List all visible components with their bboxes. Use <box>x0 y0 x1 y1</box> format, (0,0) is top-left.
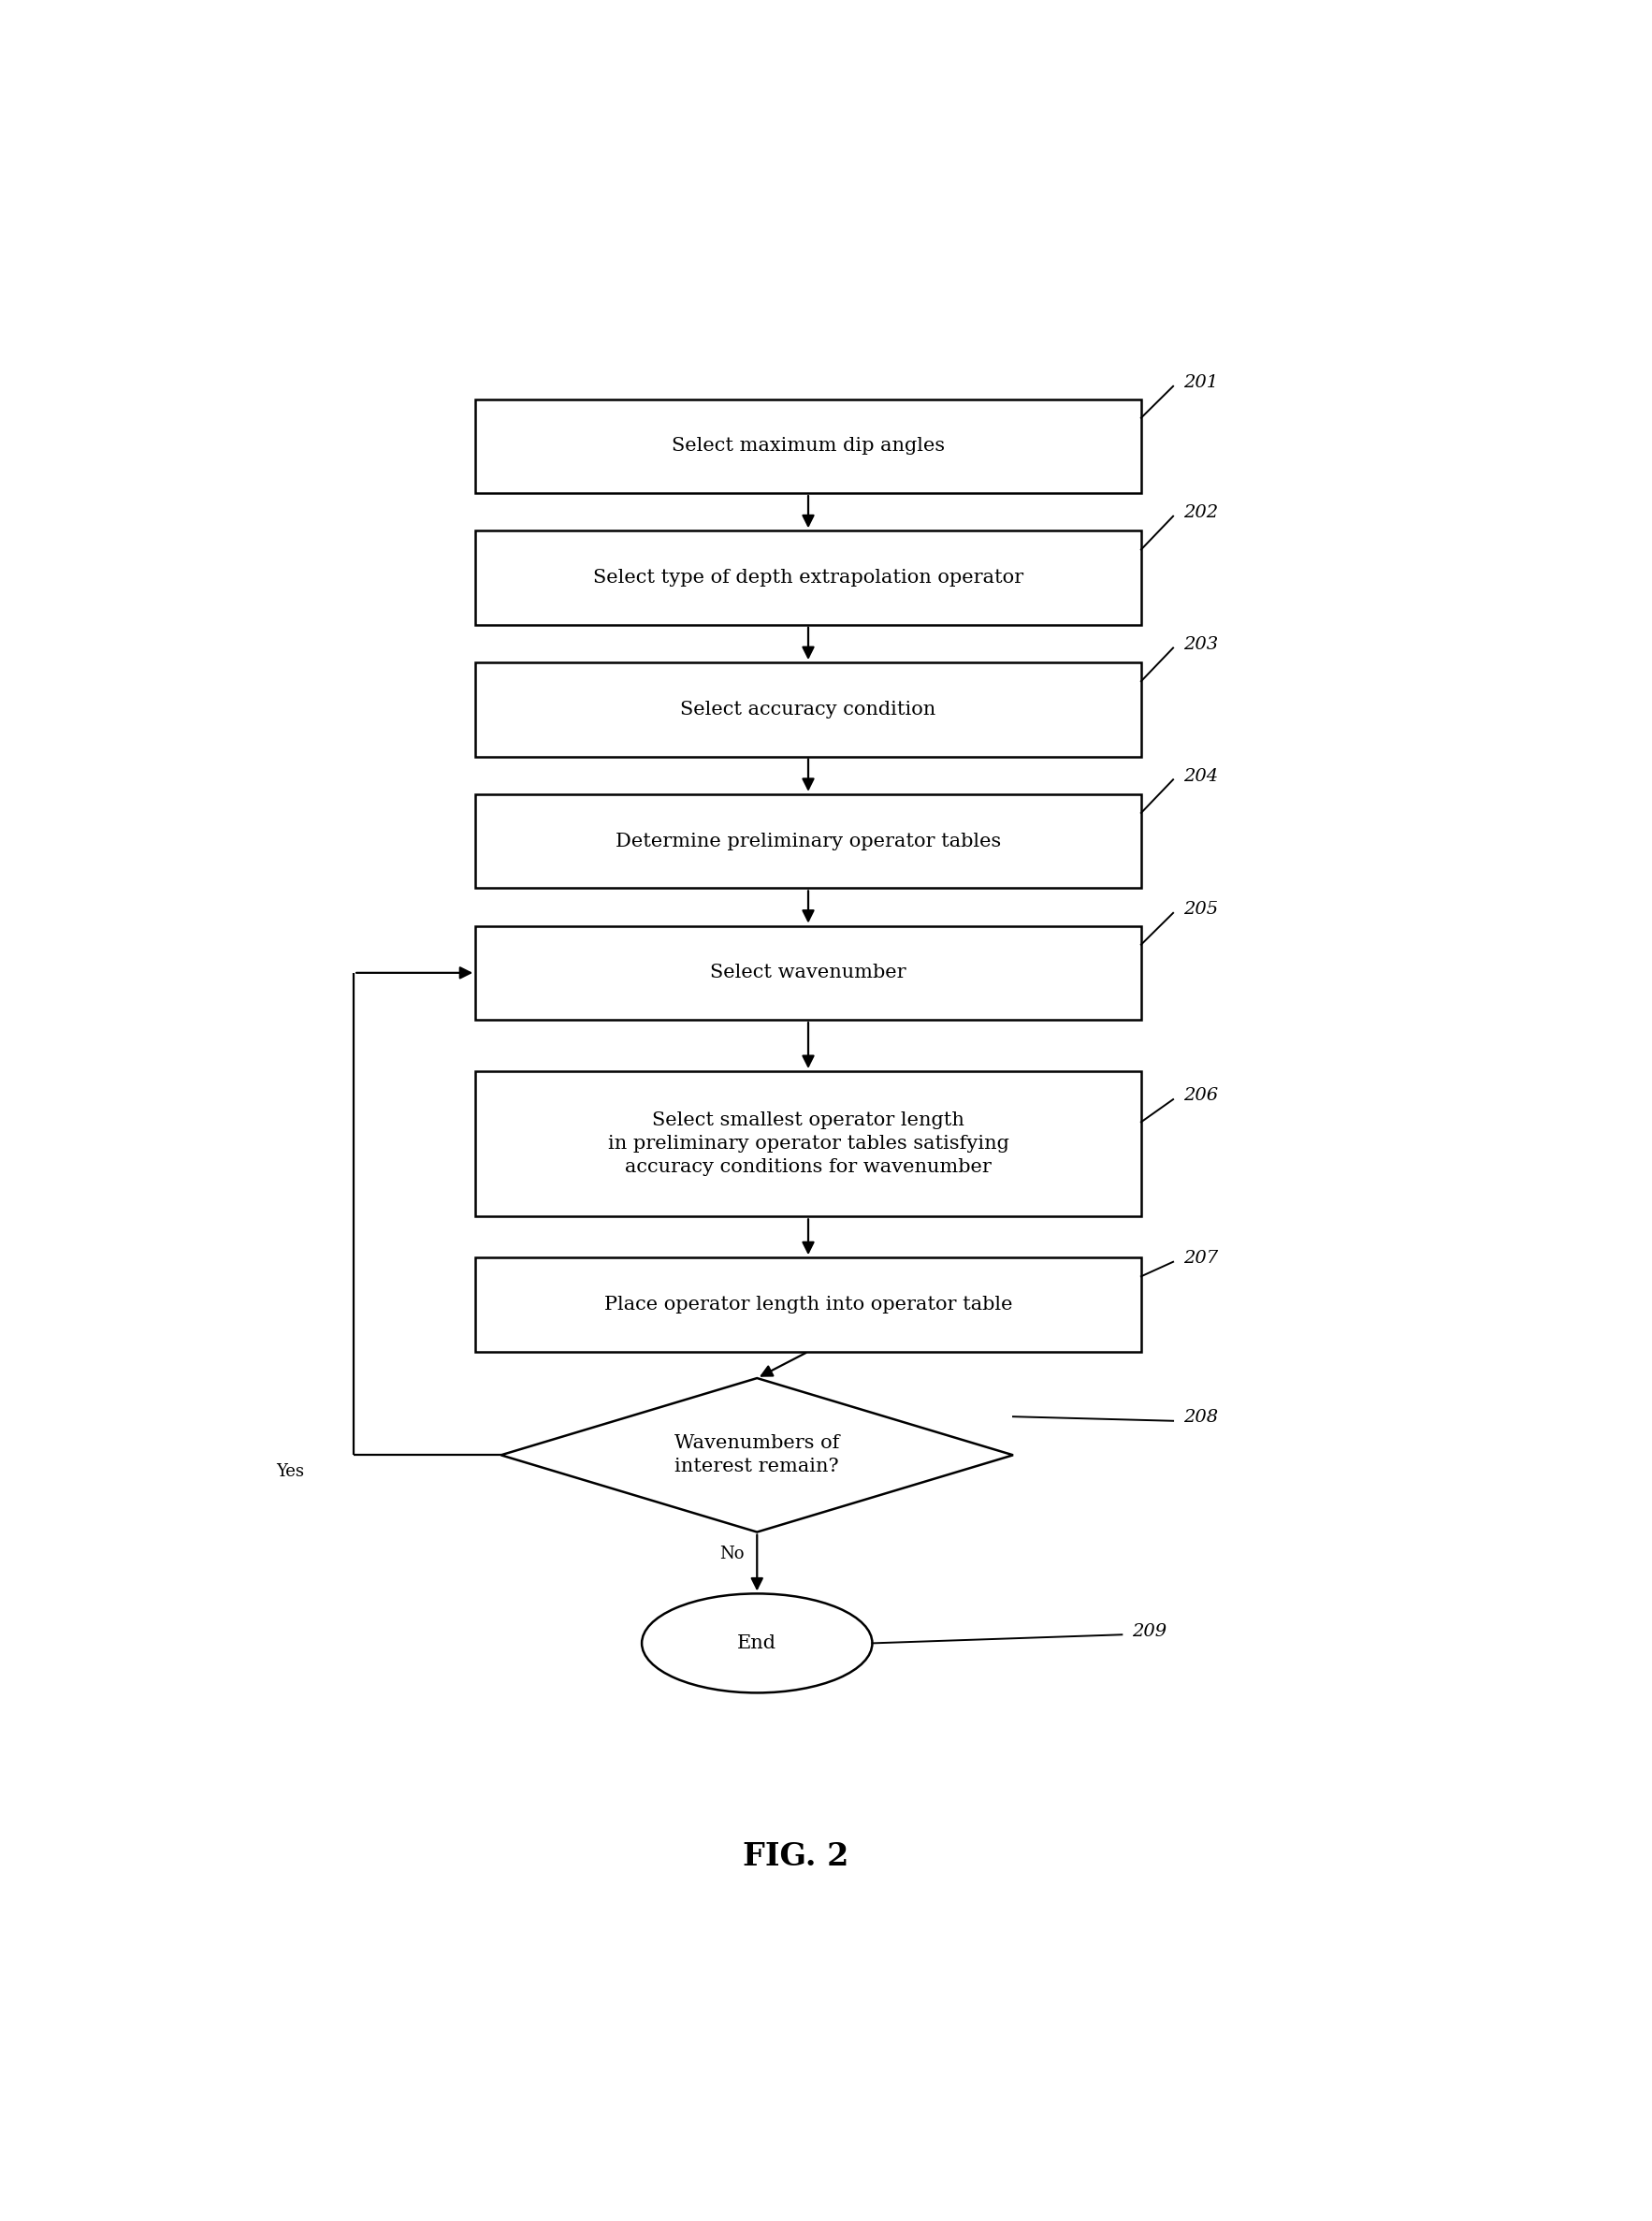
Text: No: No <box>719 1546 743 1564</box>
Text: 204: 204 <box>1183 768 1218 784</box>
Text: FIG. 2: FIG. 2 <box>742 1841 849 1872</box>
Text: 207: 207 <box>1183 1250 1218 1266</box>
Text: 209: 209 <box>1132 1624 1166 1639</box>
Text: End: End <box>737 1635 776 1652</box>
Text: 201: 201 <box>1183 375 1218 391</box>
Text: Yes: Yes <box>276 1464 304 1481</box>
FancyBboxPatch shape <box>476 400 1142 493</box>
Text: Wavenumbers of
interest remain?: Wavenumbers of interest remain? <box>674 1435 839 1475</box>
Ellipse shape <box>641 1595 872 1692</box>
FancyBboxPatch shape <box>476 926 1142 1019</box>
FancyBboxPatch shape <box>476 1257 1142 1353</box>
Text: 202: 202 <box>1183 504 1218 522</box>
Text: Select accuracy condition: Select accuracy condition <box>681 700 937 717</box>
FancyBboxPatch shape <box>476 531 1142 624</box>
Text: 205: 205 <box>1183 902 1218 917</box>
FancyBboxPatch shape <box>476 1071 1142 1217</box>
Text: 203: 203 <box>1183 635 1218 653</box>
FancyBboxPatch shape <box>476 795 1142 888</box>
Text: Select maximum dip angles: Select maximum dip angles <box>672 438 945 455</box>
Text: 208: 208 <box>1183 1408 1218 1426</box>
FancyBboxPatch shape <box>476 662 1142 757</box>
Text: Select type of depth extrapolation operator: Select type of depth extrapolation opera… <box>593 569 1024 586</box>
Text: 206: 206 <box>1183 1088 1218 1104</box>
Text: Select smallest operator length
in preliminary operator tables satisfying
accura: Select smallest operator length in preli… <box>608 1110 1009 1177</box>
Text: Place operator length into operator table: Place operator length into operator tabl… <box>605 1295 1013 1313</box>
Text: Select wavenumber: Select wavenumber <box>710 964 907 982</box>
Text: Determine preliminary operator tables: Determine preliminary operator tables <box>616 833 1001 851</box>
Polygon shape <box>501 1377 1013 1532</box>
